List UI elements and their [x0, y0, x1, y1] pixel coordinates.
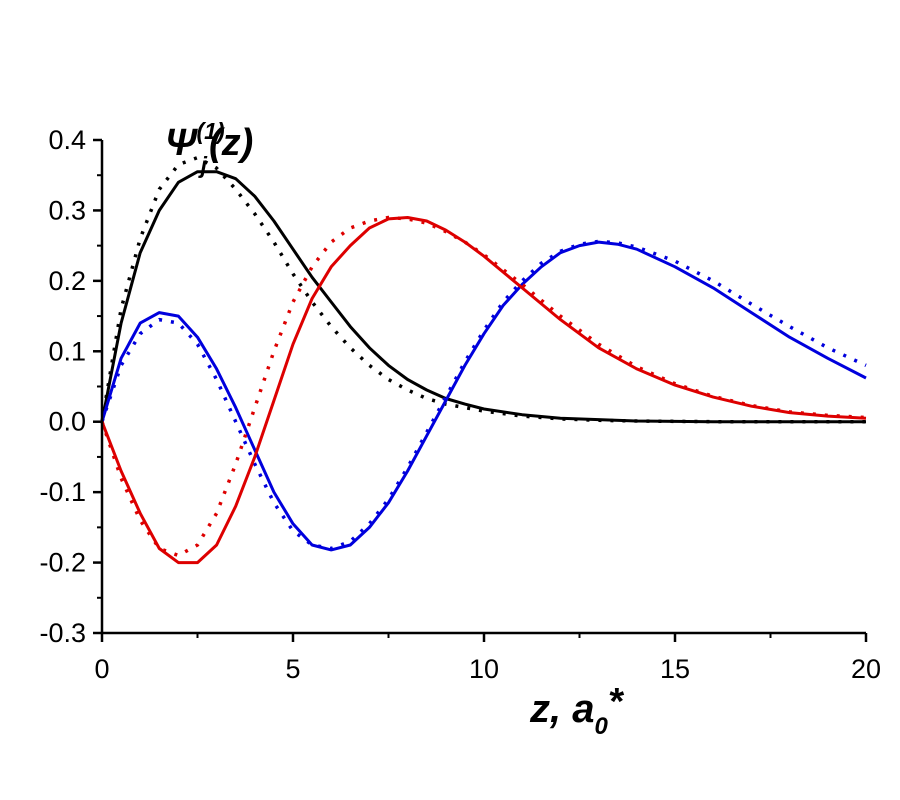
- y-tick-label: -0.1: [39, 477, 86, 507]
- series-layer: [100, 155, 867, 565]
- y-tick-label: 0.0: [48, 407, 86, 437]
- y-tick-label: 0.3: [48, 195, 86, 225]
- y-tick-label: 0.4: [48, 125, 86, 155]
- y-axis-title-sup: (1): [197, 118, 225, 144]
- series-line-1-solid: [100, 170, 866, 424]
- y-axis-title: Ψ(1) j(z): [165, 118, 253, 178]
- series-line-5-solid: [100, 216, 867, 565]
- series-line-6-dotted: [100, 215, 867, 558]
- y-tick-label: 0.1: [48, 336, 86, 366]
- x-axis-title-sub: 0: [594, 713, 608, 740]
- x-tick-label: 0: [94, 654, 109, 684]
- x-axis-title-sup: *: [608, 681, 625, 723]
- y-tick-label: 0.2: [48, 266, 86, 296]
- x-tick-label: 20: [851, 654, 881, 684]
- series-line-3-solid: [100, 240, 867, 552]
- x-axis-title-main: z, a: [529, 687, 594, 731]
- series-line-2-dotted: [100, 155, 866, 424]
- y-tick-label: -0.3: [39, 618, 86, 648]
- x-axis-title: z, a0*: [529, 681, 625, 740]
- series-line-4-dotted: [100, 239, 867, 551]
- x-tick-label: 15: [660, 654, 690, 684]
- axes: -0.3 -0.2 -0.1 0.0 0.1 0.2 0.3 0.4 0 5 10 15 20: [39, 125, 881, 684]
- x-tick-label: 5: [285, 654, 300, 684]
- y-tick-label: -0.2: [39, 548, 86, 578]
- y-axis-title-tail: (z): [209, 122, 253, 164]
- x-tick-label: 10: [469, 654, 499, 684]
- y-axis-title-main: Ψ: [165, 122, 198, 164]
- y-axis-title-sub: j: [198, 152, 208, 178]
